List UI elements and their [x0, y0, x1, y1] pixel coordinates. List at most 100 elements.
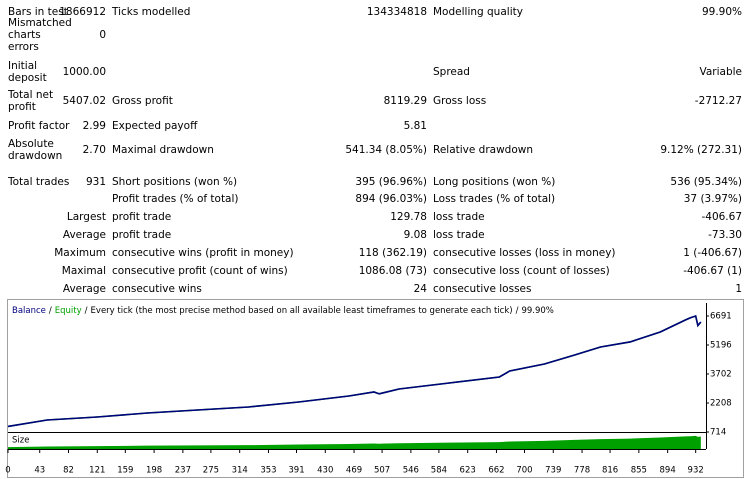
size-area — [8, 435, 701, 449]
x-tick-label: 430 — [317, 466, 333, 476]
x-tick-label: 391 — [288, 466, 304, 476]
label-cell: Spread — [433, 66, 470, 78]
x-tick-label: 198 — [146, 466, 162, 476]
value-cell: 1 (-406.67) — [683, 247, 742, 259]
label-cell: Short positions (won %) — [112, 176, 238, 188]
x-tick-label: 816 — [602, 466, 618, 476]
x-tick-label: 353 — [260, 466, 276, 476]
x-tick-label: 0 — [5, 466, 10, 476]
value-cell: 2.99 — [82, 120, 106, 132]
value-cell: 2.70 — [82, 144, 106, 156]
value-cell: 1 — [735, 283, 742, 295]
x-tick-label: 584 — [431, 466, 447, 476]
label-cell: consecutive losses — [433, 283, 532, 295]
label-cell: Loss trades (% of total) — [433, 193, 556, 205]
x-tick-label: 778 — [574, 466, 590, 476]
value-cell: -406.67 (1) — [683, 265, 742, 277]
label-cell: consecutive loss (count of losses) — [433, 265, 610, 277]
x-tick-label: 623 — [460, 466, 476, 476]
chart-legend: Balance / Equity / Every tick (the most prec… — [12, 306, 554, 316]
value-cell: 5407.02 — [62, 95, 106, 107]
label-cell: Long positions (won %) — [433, 176, 556, 188]
label-cell: Gross profit — [112, 95, 173, 107]
x-tick-label: 314 — [232, 466, 248, 476]
legend-separator: / — [85, 306, 88, 316]
legend-balance: Balance — [12, 306, 46, 316]
x-tick-label: 121 — [89, 466, 105, 476]
label-cell: Maximal drawdown — [112, 144, 214, 156]
x-tick-label: 855 — [631, 466, 647, 476]
value-cell: 894 (96.03%) — [355, 193, 427, 205]
chart-panel: Balance / Equity / Every tick (the most prec… — [5, 299, 744, 478]
y-tick-label: 3702 — [710, 370, 732, 380]
x-tick-label: 159 — [117, 466, 133, 476]
value-cell: 9.08 — [403, 229, 427, 241]
x-tick-label: 43 — [34, 466, 45, 476]
label-cell: profit trade — [112, 211, 172, 223]
label-cell: Initial deposit — [8, 60, 47, 84]
label-cell: Gross loss — [433, 95, 487, 107]
value-cell: 134334818 — [366, 6, 427, 18]
label-cell: profit trade — [112, 229, 172, 241]
value-cell: Average — [62, 229, 106, 241]
label-cell: loss trade — [433, 229, 485, 241]
x-tick-label: 700 — [516, 466, 532, 476]
y-tick-label: 6691 — [710, 311, 732, 321]
label-cell: consecutive losses (loss in money) — [433, 247, 616, 259]
value-cell: 9.12% (272.31) — [660, 144, 742, 156]
series-line — [7, 314, 702, 428]
legend-separator: / — [516, 306, 519, 316]
value-cell: Variable — [699, 66, 742, 78]
label-cell: Mismatched charts errors — [8, 17, 72, 53]
label-cell: Profit factor — [8, 120, 70, 132]
value-cell: Largest — [66, 211, 106, 223]
panel-frame — [7, 299, 744, 478]
value-cell: 536 (95.34%) — [670, 176, 742, 188]
value-cell: 395 (96.96%) — [355, 176, 427, 188]
label-cell: Total net profit — [8, 89, 54, 113]
legend-separator: / — [49, 306, 52, 316]
x-tick-label: 237 — [175, 466, 191, 476]
x-tick-label: 275 — [203, 466, 219, 476]
x-tick-label: 894 — [660, 466, 676, 476]
x-tick-label: 662 — [488, 466, 504, 476]
label-cell: consecutive profit (count of wins) — [112, 265, 288, 277]
x-tick-label: 469 — [346, 466, 362, 476]
x-tick-label: 739 — [545, 466, 561, 476]
x-tick-label: 546 — [403, 466, 419, 476]
label-cell: Bars in test — [8, 6, 68, 18]
value-cell: 37 (3.97%) — [683, 193, 742, 205]
value-cell: -2712.27 — [694, 95, 742, 107]
value-cell: 0 — [99, 29, 106, 41]
value-cell: 1866912 — [59, 6, 106, 18]
value-cell: 118 (362.19) — [358, 247, 427, 259]
label-cell: Expected payoff — [112, 120, 198, 132]
legend-mode: Every tick (the most precise method base… — [91, 306, 513, 316]
label-cell: consecutive wins — [112, 283, 202, 295]
y-tick-label: 5196 — [710, 341, 732, 351]
label-cell: Total trades — [8, 176, 70, 188]
value-cell: 8119.29 — [383, 95, 427, 107]
x-tick-label: 82 — [63, 466, 74, 476]
value-cell: 931 — [85, 176, 106, 188]
value-cell: 129.78 — [390, 211, 427, 223]
value-cell: -73.30 — [708, 229, 742, 241]
label-cell: loss trade — [433, 211, 485, 223]
label-cell: consecutive wins (profit in money) — [112, 247, 294, 259]
y-tick-label: 714 — [710, 428, 726, 438]
value-cell: Maximal — [61, 265, 106, 277]
value-cell: 5.81 — [403, 120, 427, 132]
label-cell: Modelling quality — [433, 6, 523, 18]
value-cell: 99.90% — [701, 6, 742, 18]
value-cell: -406.67 — [701, 211, 742, 223]
size-title: Size — [12, 436, 29, 446]
value-cell: 24 — [413, 283, 427, 295]
label-cell: Profit trades (% of total) — [112, 193, 239, 205]
value-cell: 1086.08 (73) — [358, 265, 427, 277]
label-cell: Absolute drawdown — [8, 138, 63, 162]
value-cell: Average — [62, 283, 106, 295]
x-tick-label: 932 — [688, 466, 704, 476]
x-tick-label: 507 — [374, 466, 390, 476]
value-cell: 1000.00 — [62, 66, 106, 78]
value-cell: Maximum — [54, 247, 106, 259]
